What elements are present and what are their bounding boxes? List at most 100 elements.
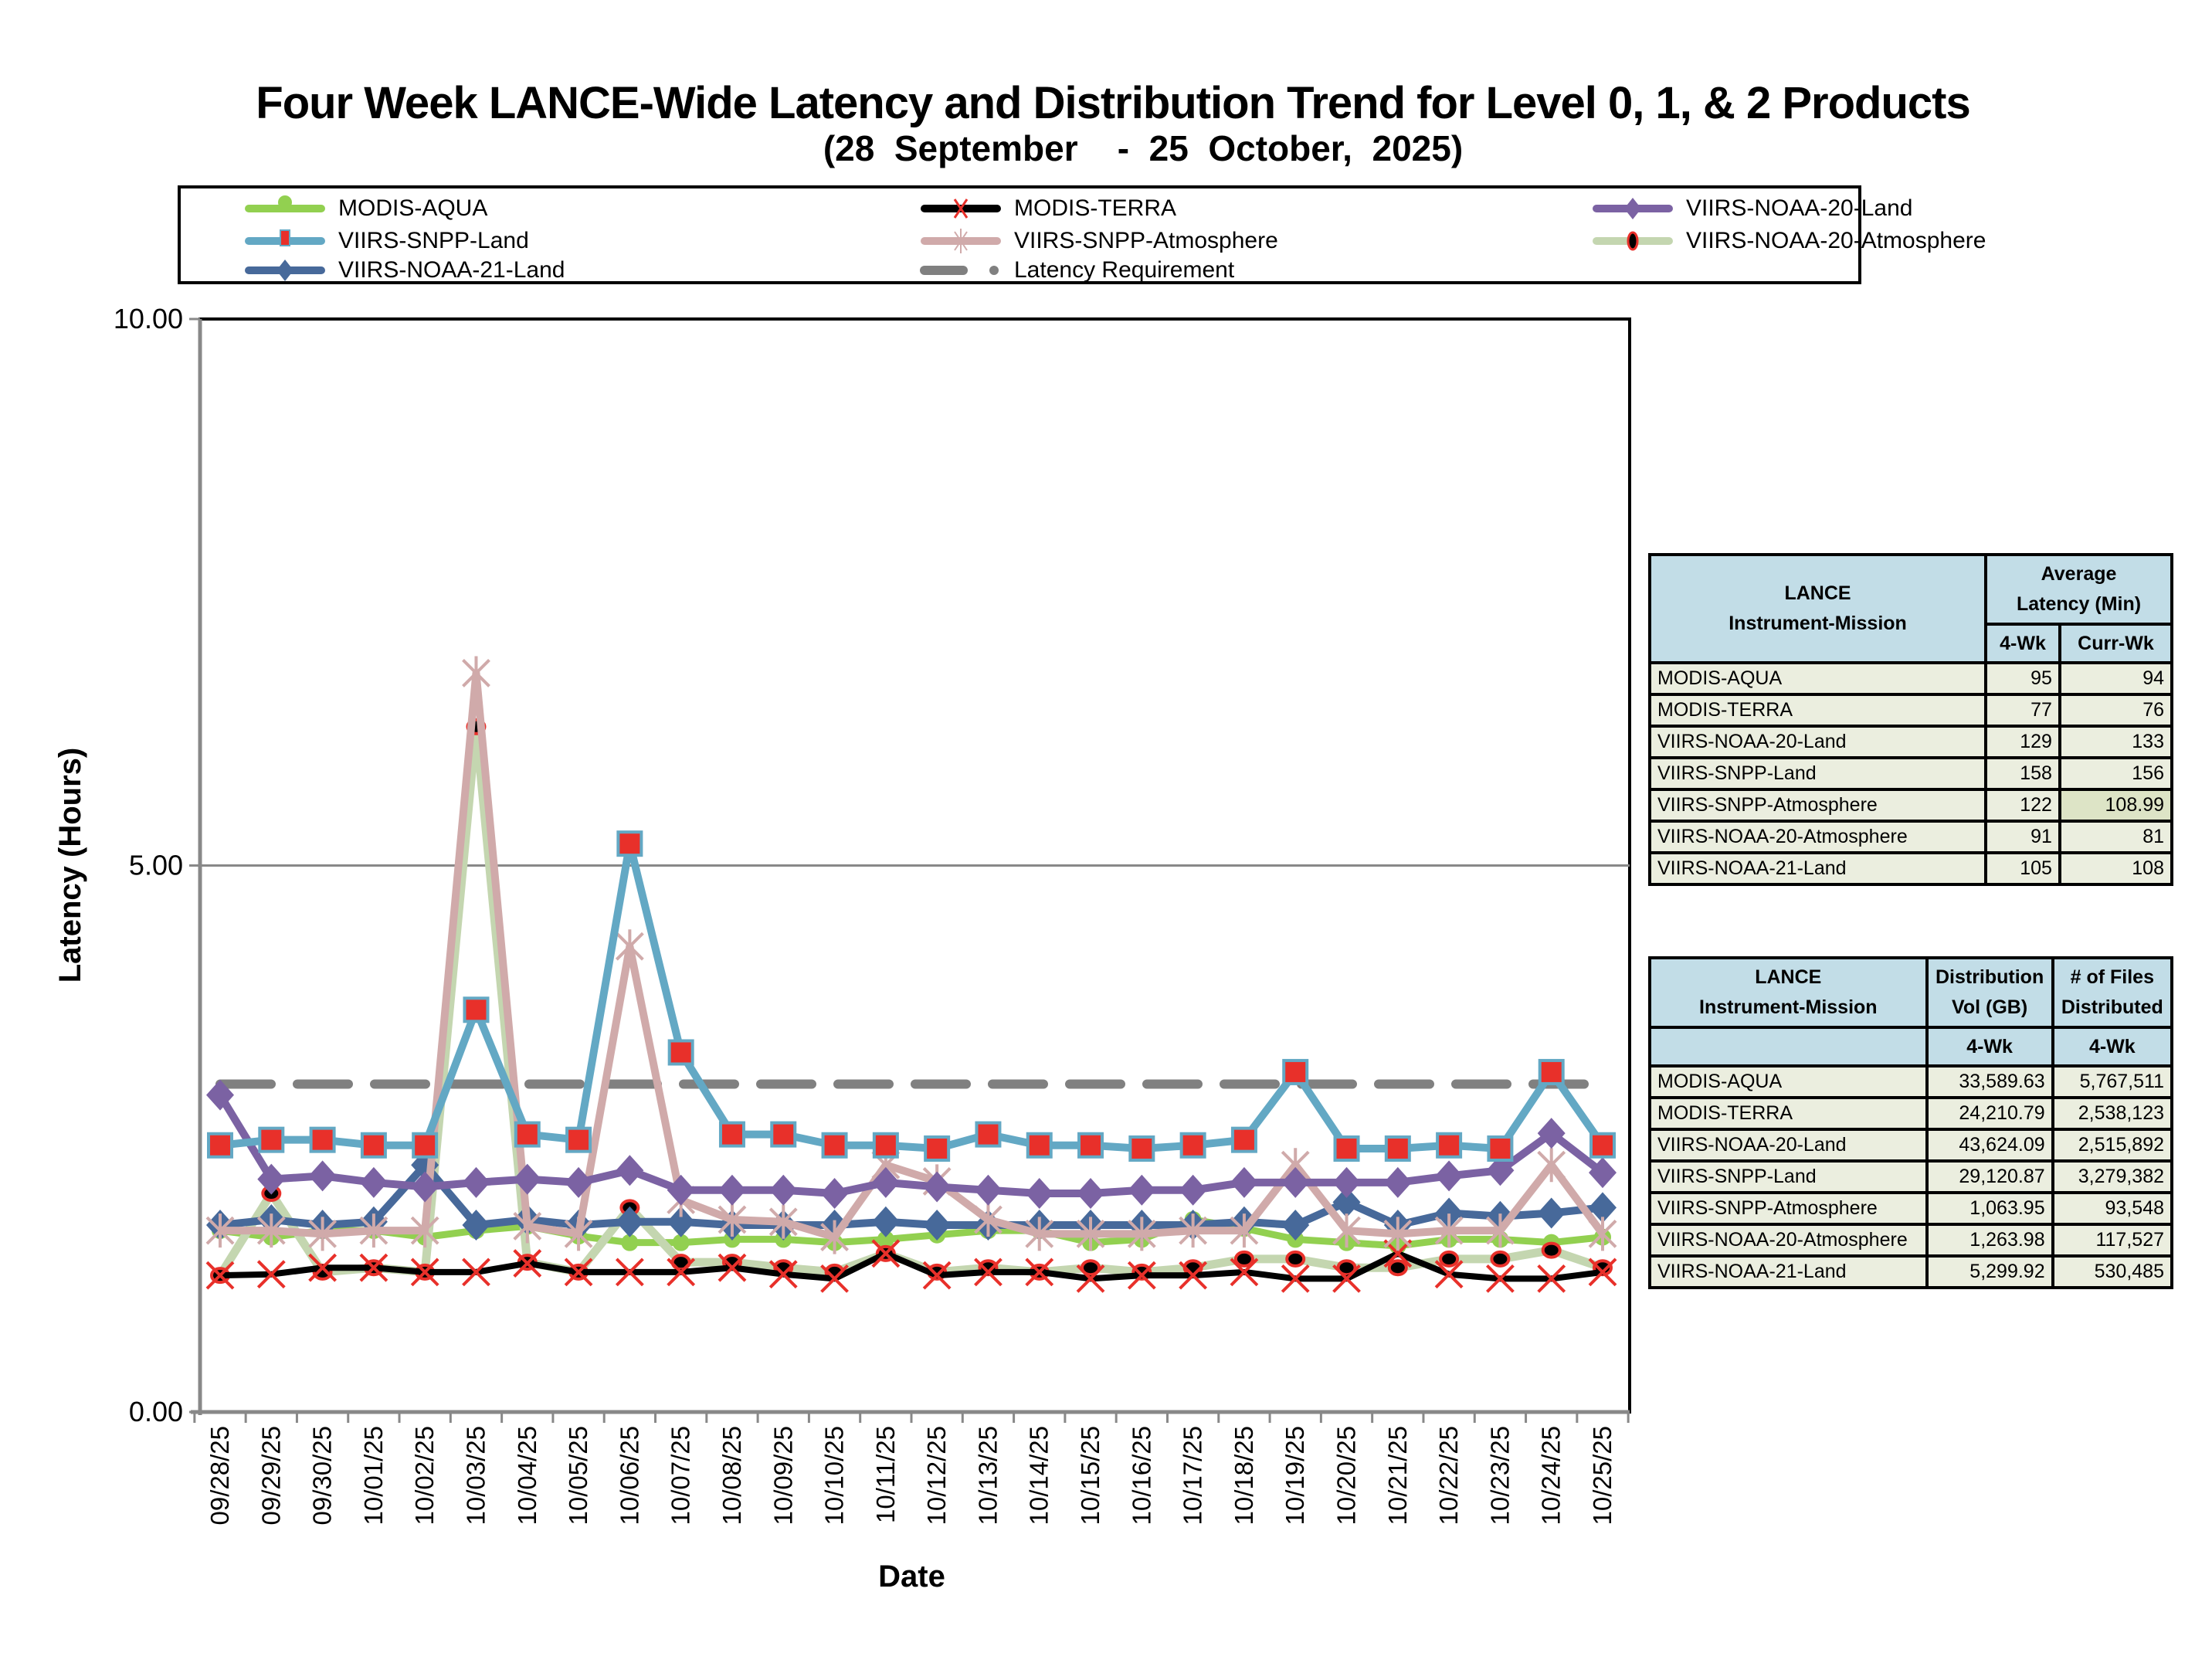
dist-header-files: # of Files Distributed — [2051, 956, 2174, 1029]
latency-cell-currwk: 81 — [2058, 820, 2174, 855]
dist-header-volume: Distribution Vol (GB) — [1925, 956, 2054, 1029]
data-point-viirs-noaa-21-land — [462, 1210, 490, 1241]
data-point-viirs-snpp-atmosphere — [1025, 1217, 1054, 1251]
latency-cell-4wk: 105 — [1984, 851, 2061, 887]
data-point-viirs-snpp-land — [667, 1039, 694, 1066]
dist-subheader-vol-4wk: 4-Wk — [1925, 1025, 2054, 1068]
dist-cell-volume: 33,589.63 — [1925, 1064, 2054, 1100]
data-point-viirs-snpp-land — [1128, 1135, 1155, 1162]
data-point-viirs-snpp-atmosphere — [359, 1213, 388, 1248]
dist-cell-mission: VIIRS-SNPP-Atmosphere — [1648, 1191, 1929, 1227]
dist-subheader-files-4wk: 4-Wk — [2051, 1025, 2174, 1068]
x-tick-label: 10/08/25 — [718, 1426, 746, 1525]
data-point-viirs-snpp-land — [309, 1126, 336, 1153]
data-point-modis-terra — [1230, 1258, 1259, 1287]
latency-table-row: VIIRS-SNPP-Atmosphere 122 108.99 — [1647, 788, 2174, 823]
data-point-modis-terra — [974, 1258, 1003, 1287]
data-point-modis-terra — [1025, 1258, 1054, 1287]
data-point-viirs-snpp-atmosphere — [462, 656, 490, 691]
x-tick-label: 10/14/25 — [1025, 1426, 1053, 1525]
data-point-viirs-noaa-20-land — [923, 1171, 952, 1203]
data-point-viirs-snpp-land — [1538, 1058, 1565, 1085]
data-point-viirs-noaa-20-land — [1332, 1166, 1361, 1198]
series-line-modis-terra — [219, 1250, 1603, 1282]
distribution-table-row: VIIRS-SNPP-Atmosphere 1,063.95 93,548 — [1648, 1191, 2174, 1227]
latency-cell-4wk: 77 — [1984, 693, 2061, 728]
distribution-table-row: VIIRS-NOAA-21-Land 5,299.92 530,485 — [1648, 1254, 2174, 1290]
chart-title: Four Week LANCE-Wide Latency and Distrib… — [256, 78, 1970, 128]
data-point-viirs-snpp-land — [1333, 1135, 1360, 1162]
data-point-viirs-noaa-20-atmosphere — [1081, 1259, 1101, 1277]
dist-cell-mission: VIIRS-SNPP-Land — [1648, 1159, 1929, 1195]
x-tick-label: 10/21/25 — [1383, 1426, 1412, 1525]
data-point-modis-aqua — [877, 1230, 894, 1248]
x-tick-label: 10/19/25 — [1281, 1426, 1309, 1525]
data-point-viirs-noaa-20-land — [308, 1160, 337, 1192]
distribution-table-row: VIIRS-NOAA-20-Atmosphere 1,263.98 117,527 — [1648, 1223, 2174, 1258]
legend-marker-modis-terra-icon — [921, 199, 1001, 219]
dist-cell-files: 2,538,123 — [2051, 1096, 2174, 1132]
data-point-modis-terra — [513, 1249, 542, 1278]
latency-cell-mission: VIIRS-NOAA-20-Land — [1647, 725, 1988, 760]
latency-cell-currwk: 108 — [2058, 851, 2174, 887]
dist-cell-mission: VIIRS-NOAA-21-Land — [1648, 1254, 1929, 1290]
legend-marker-viirs-snpp-atmosphere-icon — [921, 229, 1001, 253]
dist-cell-volume: 29,120.87 — [1925, 1159, 2054, 1195]
dist-cell-mission: VIIRS-NOAA-20-Atmosphere — [1648, 1223, 1929, 1258]
data-point-viirs-snpp-land — [1282, 1058, 1309, 1085]
data-point-viirs-noaa-20-land — [1077, 1178, 1105, 1209]
data-point-viirs-snpp-land — [770, 1121, 797, 1148]
data-point-viirs-noaa-20-atmosphere — [1285, 1250, 1306, 1268]
series-line-viirs-snpp-land — [219, 840, 1606, 1152]
x-tick-label: 10/12/25 — [922, 1426, 951, 1525]
data-point-modis-terra — [718, 1253, 747, 1282]
data-point-viirs-snpp-atmosphere — [205, 1213, 235, 1248]
y-tick-label: 5.00 — [129, 850, 183, 881]
data-point-viirs-noaa-20-land — [359, 1166, 388, 1198]
latency-cell-mission: VIIRS-SNPP-Atmosphere — [1647, 788, 1988, 823]
x-tick-label: 10/18/25 — [1230, 1426, 1258, 1525]
data-point-viirs-snpp-atmosphere — [1332, 1213, 1361, 1248]
latency-subheader-currwk: Curr-Wk — [2058, 622, 2174, 665]
data-point-modis-terra — [1076, 1264, 1105, 1293]
data-point-modis-terra — [871, 1239, 901, 1268]
data-point-modis-terra — [922, 1261, 952, 1290]
legend-item: MODIS-AQUA — [235, 193, 487, 224]
data-point-viirs-snpp-atmosphere — [974, 1202, 1003, 1237]
distribution-table-row: MODIS-AQUA 33,589.63 5,767,511 — [1648, 1064, 2174, 1100]
latency-cell-currwk: 94 — [2058, 661, 2174, 697]
data-point-viirs-noaa-20-land — [820, 1178, 849, 1209]
distribution-table-row: MODIS-TERRA 24,210.79 2,538,123 — [1648, 1096, 2174, 1132]
legend-item: Latency Requirement — [911, 255, 1234, 286]
data-point-viirs-noaa-21-land — [1435, 1197, 1464, 1229]
legend-label: VIIRS-SNPP-Land — [338, 228, 529, 253]
latency-cell-4wk: 122 — [1984, 788, 2061, 823]
data-point-viirs-snpp-land — [463, 996, 490, 1023]
latency-table-row: VIIRS-NOAA-20-Atmosphere 91 81 — [1647, 820, 2174, 855]
data-point-modis-terra — [205, 1261, 235, 1290]
data-point-modis-terra — [768, 1260, 798, 1289]
data-point-viirs-noaa-20-land — [411, 1171, 439, 1203]
data-point-viirs-snpp-atmosphere — [1537, 1148, 1566, 1183]
data-point-viirs-snpp-atmosphere — [1127, 1217, 1156, 1251]
data-point-viirs-snpp-atmosphere — [513, 1209, 542, 1244]
latency-header-average: Average Latency (Min) — [1984, 553, 2173, 626]
data-point-viirs-snpp-atmosphere — [1076, 1217, 1105, 1251]
dist-cell-mission: VIIRS-NOAA-20-Land — [1648, 1128, 1929, 1163]
data-point-viirs-snpp-land — [207, 1132, 233, 1159]
legend-marker-viirs-noaa-21-land-icon — [245, 260, 325, 281]
dist-cell-files: 3,279,382 — [2051, 1159, 2174, 1195]
legend-label: VIIRS-NOAA-20-Land — [1686, 195, 1913, 221]
data-point-viirs-snpp-land — [1436, 1132, 1463, 1159]
data-point-viirs-noaa-21-land — [871, 1206, 900, 1237]
data-point-viirs-snpp-land — [718, 1121, 745, 1148]
x-tick-label: 10/03/25 — [461, 1426, 490, 1525]
dist-cell-volume: 24,210.79 — [1925, 1096, 2054, 1132]
data-point-viirs-snpp-atmosphere — [1179, 1213, 1208, 1248]
data-point-viirs-noaa-20-land — [974, 1174, 1003, 1206]
data-point-viirs-noaa-21-land — [616, 1206, 644, 1237]
data-point-modis-terra — [1179, 1261, 1208, 1290]
data-point-viirs-noaa-20-land — [1025, 1178, 1053, 1209]
data-point-viirs-noaa-21-land — [1589, 1192, 1617, 1224]
data-point-viirs-snpp-atmosphere — [1383, 1217, 1413, 1251]
